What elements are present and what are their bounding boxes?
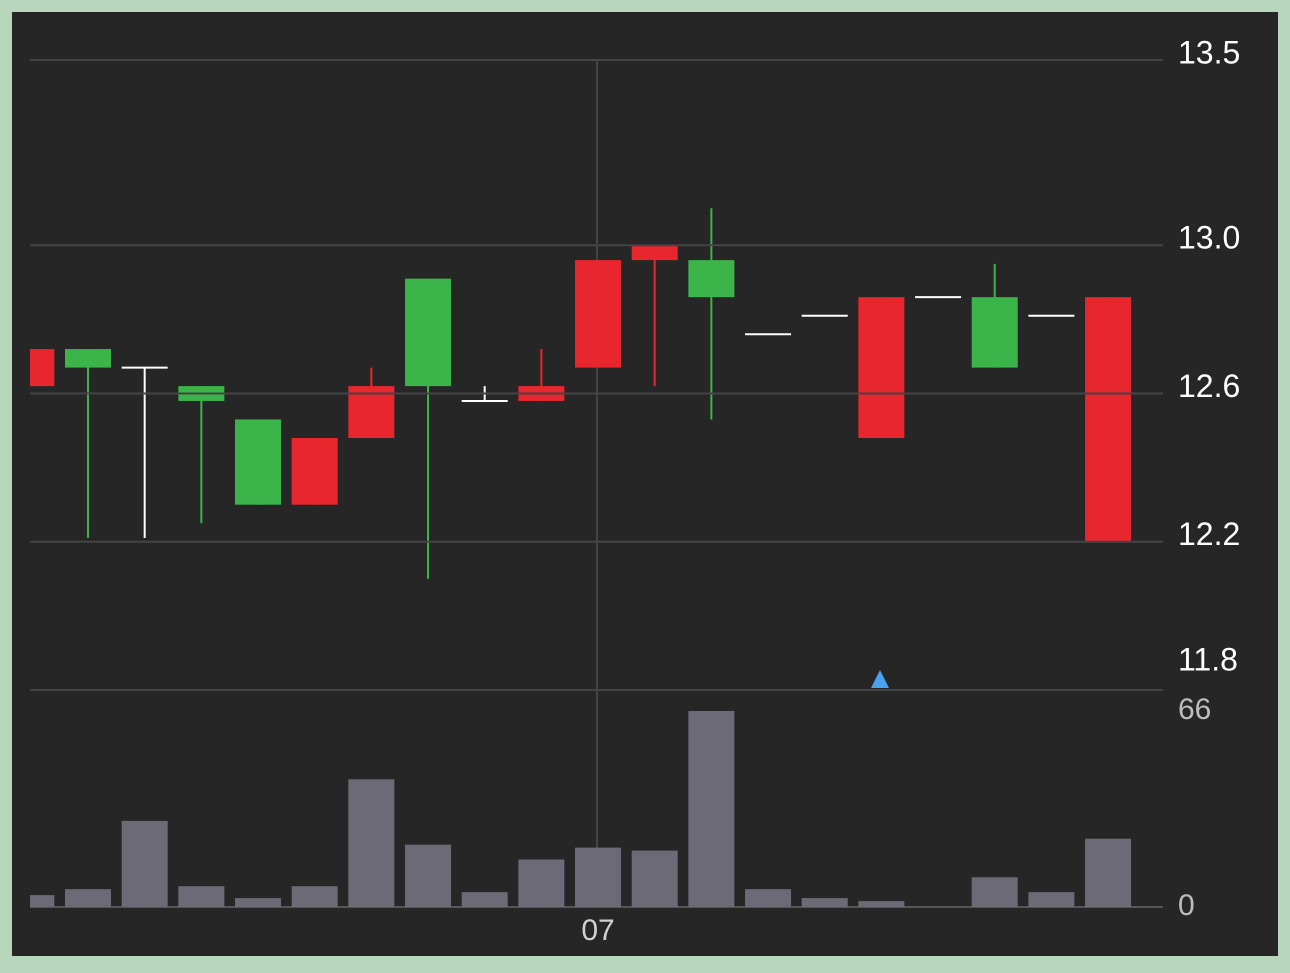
- volume-bar: [65, 889, 111, 907]
- volume-bar: [405, 844, 452, 907]
- candle-body: [291, 438, 338, 505]
- volume-tick-label: 66: [1178, 693, 1211, 726]
- marker-triangle: [871, 670, 889, 688]
- volume-tick-label: 0: [1178, 889, 1195, 922]
- volume-bar: [688, 711, 735, 907]
- candle-body: [235, 419, 282, 505]
- candle-body: [631, 245, 678, 261]
- volume-bar: [631, 850, 678, 907]
- volume-bar: [575, 847, 622, 907]
- y-tick-label: 12.6: [1178, 368, 1240, 404]
- volume-bar: [858, 901, 905, 907]
- candle-body: [65, 349, 111, 368]
- candle-body: [971, 297, 1018, 368]
- candle-body: [688, 260, 735, 298]
- volume-bar: [461, 892, 508, 907]
- volume-bar: [178, 886, 225, 907]
- y-tick-label: 13.5: [1178, 34, 1240, 70]
- candle-body: [1085, 297, 1132, 542]
- candle-body: [348, 386, 395, 438]
- plot-area: [30, 208, 1132, 907]
- volume-bar: [518, 859, 565, 907]
- volume-bar: [30, 895, 55, 907]
- candle-body: [30, 349, 55, 387]
- volume-bar: [235, 898, 282, 907]
- candle-body: [405, 278, 452, 387]
- volume-bar: [348, 779, 395, 907]
- volume-bar: [745, 889, 792, 907]
- x-tick-label: 07: [581, 914, 614, 947]
- y-tick-label: 12.2: [1178, 516, 1240, 552]
- volume-bar: [121, 820, 168, 907]
- y-tick-label: 13.0: [1178, 220, 1240, 256]
- volume-bar: [291, 886, 338, 907]
- candle-body: [575, 260, 622, 368]
- volume-bar: [1028, 892, 1075, 907]
- volume-bar: [971, 877, 1018, 907]
- volume-bar: [801, 898, 848, 907]
- candle-body: [858, 297, 905, 438]
- volume-bar: [1085, 838, 1132, 907]
- panel: [12, 12, 1278, 956]
- y-tick-label: 11.8: [1178, 641, 1238, 677]
